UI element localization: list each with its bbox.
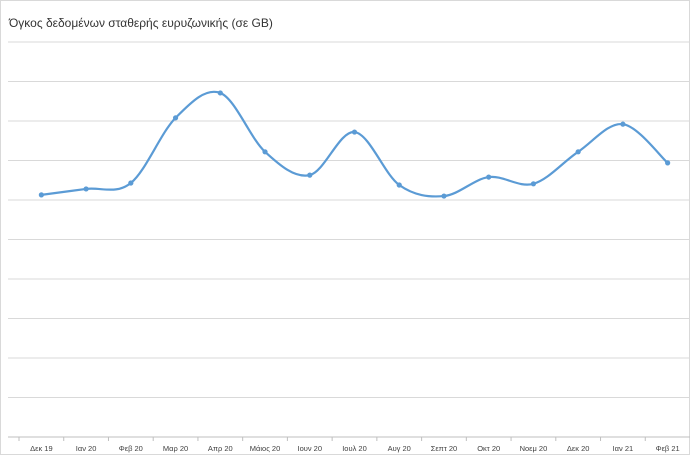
x-tick-label: Νοεμ 20 xyxy=(520,444,548,453)
marker xyxy=(172,115,179,121)
marker xyxy=(217,90,223,96)
marker xyxy=(128,180,134,186)
x-tick-label: Ιουν 20 xyxy=(297,444,322,453)
x-tick-label: Σεπτ 20 xyxy=(431,444,458,453)
x-tick-label: Μάιος 20 xyxy=(250,444,280,453)
marker xyxy=(262,149,268,155)
marker xyxy=(486,174,492,180)
marker xyxy=(575,149,581,155)
x-tick-label: Δεκ 19 xyxy=(30,444,53,453)
x-tick-label: Δεκ 20 xyxy=(567,444,590,453)
x-tick-label: Ιαν 20 xyxy=(76,444,97,453)
x-tick-label: Αυγ 20 xyxy=(388,444,411,453)
marker xyxy=(307,172,313,178)
marker xyxy=(351,129,358,135)
marker xyxy=(396,182,402,188)
marker xyxy=(38,192,44,198)
x-tick-label: Απρ 20 xyxy=(208,444,233,453)
marker xyxy=(83,186,89,192)
marker xyxy=(665,160,671,166)
x-tick-label: Ιουλ 20 xyxy=(342,444,367,453)
x-tick-label: Φεβ 20 xyxy=(119,444,143,453)
x-tick-label: Οκτ 20 xyxy=(477,444,500,453)
x-tick-label: Φεβ 21 xyxy=(656,444,680,453)
marker xyxy=(620,121,626,127)
x-tick-label: Μαρ 20 xyxy=(163,444,188,453)
x-tick-label: Ιαν 21 xyxy=(613,444,634,453)
marker xyxy=(441,193,447,199)
chart-title: Όγκος δεδομένων σταθερής ευρυζωνικής (σε… xyxy=(8,16,273,30)
marker xyxy=(530,181,537,187)
